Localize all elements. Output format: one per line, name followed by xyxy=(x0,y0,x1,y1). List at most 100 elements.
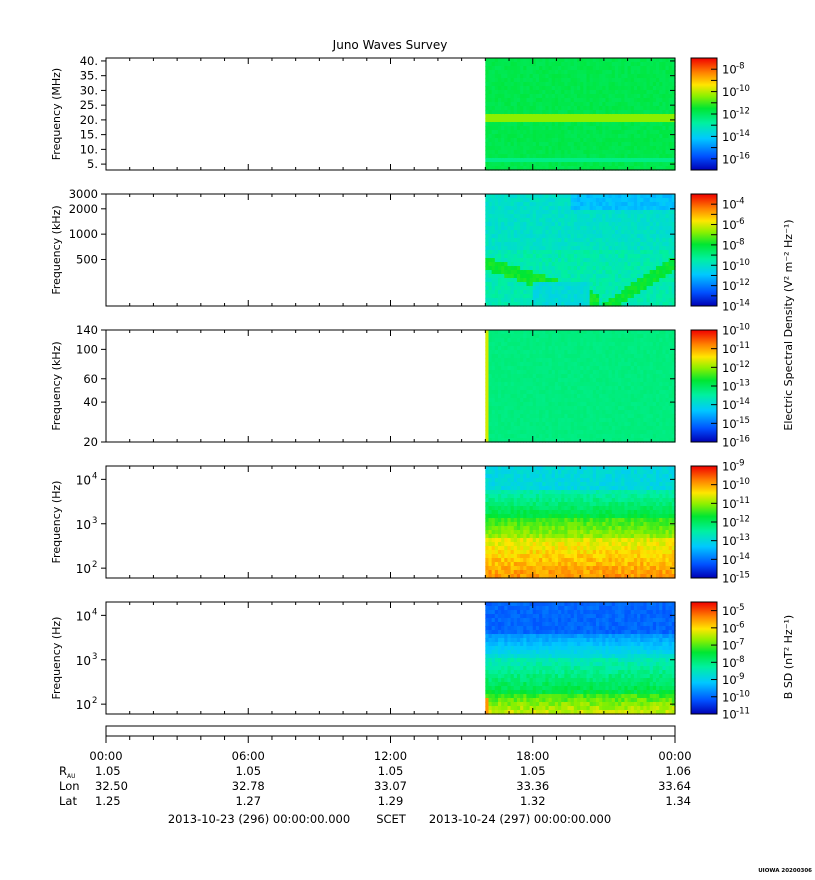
spectrogram-cell xyxy=(513,146,518,151)
spectrogram-cell xyxy=(567,274,572,279)
spectrogram-cell xyxy=(545,66,550,71)
spectrogram-cell xyxy=(611,66,616,71)
spectrogram-cell xyxy=(510,202,515,207)
spectrogram-cell xyxy=(646,254,651,259)
spectrogram-cell xyxy=(545,338,550,343)
spectrogram-cell xyxy=(662,134,667,139)
spectrogram-cell xyxy=(630,202,635,207)
spectrogram-cell xyxy=(513,158,518,163)
spectrogram-cell xyxy=(564,198,569,203)
spectrogram-cell xyxy=(539,346,543,351)
spectrogram-cell xyxy=(491,238,496,243)
spectrogram-cell xyxy=(643,154,648,159)
spectrogram-cell xyxy=(504,70,509,75)
spectrogram-cell xyxy=(526,274,531,279)
spectrogram-cell xyxy=(621,262,626,267)
spectrogram-cell xyxy=(602,126,607,131)
spectrogram-cell xyxy=(504,278,509,283)
spectrogram-cell xyxy=(558,402,562,407)
spectrogram-cell xyxy=(561,294,565,299)
spectrogram-cell xyxy=(485,122,490,127)
spectrogram-cell xyxy=(640,266,644,271)
spectrogram-cell xyxy=(567,350,572,355)
spectrogram-cell xyxy=(501,282,505,287)
spectrogram-cell xyxy=(668,222,673,227)
spectrogram-cell xyxy=(494,382,499,387)
spectrogram-cell xyxy=(485,298,490,303)
spectrogram-cell xyxy=(501,398,505,403)
spectrogram-cell xyxy=(595,254,600,259)
spectrogram-cell xyxy=(640,214,644,219)
spectrogram-cell xyxy=(520,130,524,135)
spectrogram-cell xyxy=(494,414,499,419)
spectrogram-cell xyxy=(621,274,626,279)
spectrogram-cell xyxy=(526,130,531,135)
spectrogram-cell xyxy=(665,202,670,207)
spectrogram-cell xyxy=(516,230,521,235)
spectrogram-cell xyxy=(485,358,490,363)
spectrogram-cell xyxy=(567,434,572,439)
spectrogram-cell xyxy=(586,294,591,299)
spectrogram-cell xyxy=(583,238,588,243)
spectrogram-cell xyxy=(605,94,610,99)
spectrogram-cell xyxy=(501,438,505,443)
spectrogram-cell xyxy=(494,138,499,143)
spectrogram-cell xyxy=(488,86,493,91)
spectrogram-cell xyxy=(637,302,641,307)
spectrogram-cell xyxy=(586,282,591,287)
spectrogram-cell xyxy=(659,282,663,287)
spectrogram-cell xyxy=(592,222,597,227)
spectrogram-cell xyxy=(627,266,632,271)
spectrogram-cell xyxy=(564,74,569,79)
spectrogram-cell xyxy=(621,270,626,275)
spectrogram-cell xyxy=(570,122,575,127)
spectrogram-cell xyxy=(504,250,509,255)
spectrogram-cell xyxy=(602,274,607,279)
spectrogram-cell xyxy=(652,262,657,267)
spectrogram-cell xyxy=(646,198,651,203)
spectrogram-cell xyxy=(608,90,613,95)
spectrogram-cell xyxy=(520,262,524,267)
spectrogram-cell xyxy=(561,370,565,375)
spectrogram-cell xyxy=(494,346,499,351)
spectrogram-cell xyxy=(539,106,543,111)
spectrogram-cell xyxy=(611,94,616,99)
spectrogram-cell xyxy=(488,98,493,103)
spectrogram-cell xyxy=(649,118,654,123)
spectrogram-cell xyxy=(529,286,534,291)
spectrogram-cell xyxy=(589,390,594,395)
spectrogram-cell xyxy=(671,246,676,251)
spectrogram-cell xyxy=(633,166,638,171)
spectrogram-cell xyxy=(542,346,546,351)
spectrogram-cell xyxy=(488,94,493,99)
spectrogram-cell xyxy=(526,262,531,267)
spectrogram-cell xyxy=(491,142,496,147)
spectrogram-cell xyxy=(497,70,502,75)
spectrogram-cell xyxy=(551,150,556,155)
spectrogram-cell xyxy=(637,122,641,127)
spectrogram-cell xyxy=(589,142,594,147)
spectrogram-cell xyxy=(488,434,493,439)
spectrogram-cell xyxy=(488,70,493,75)
spectrogram-cell xyxy=(516,58,521,63)
spectrogram-cell xyxy=(535,422,540,427)
spectrogram-cell xyxy=(583,278,588,283)
spectrogram-cell xyxy=(595,74,600,79)
spectrogram-cell xyxy=(630,94,635,99)
spectrogram-cell xyxy=(548,114,553,119)
spectrogram-cell xyxy=(624,238,629,243)
spectrogram-cell xyxy=(573,258,578,263)
spectrogram-cell xyxy=(535,358,540,363)
spectrogram-cell xyxy=(497,226,502,231)
spectrogram-cell xyxy=(539,334,543,339)
spectrogram-cell xyxy=(501,294,505,299)
spectrogram-cell xyxy=(652,118,657,123)
spectrogram-cell xyxy=(516,290,521,295)
spectrogram-cell xyxy=(583,66,588,71)
spectrogram-cell xyxy=(551,354,556,359)
spectrogram-cell xyxy=(510,274,515,279)
spectrogram-cell xyxy=(583,98,588,103)
spectrogram-cell xyxy=(570,118,575,123)
spectrogram-cell xyxy=(504,290,509,295)
spectrogram-cell xyxy=(583,106,588,111)
